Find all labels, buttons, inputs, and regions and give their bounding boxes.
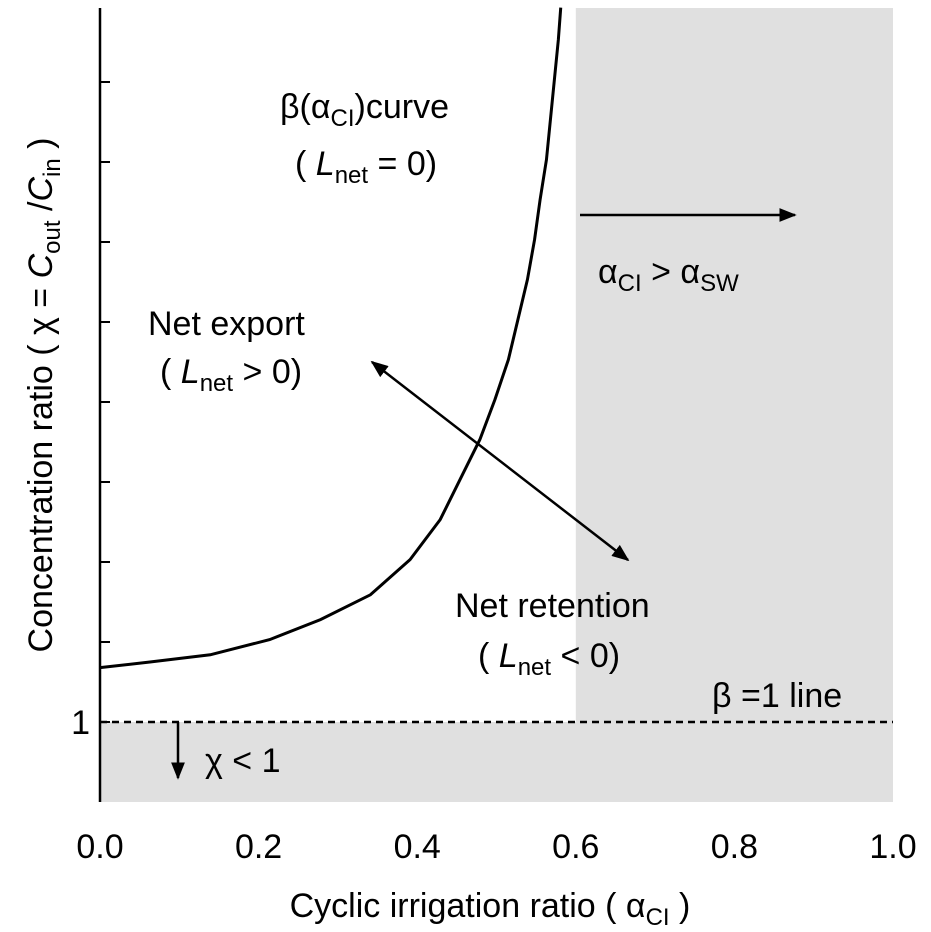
text-segment: χ < 1	[205, 742, 281, 780]
text-segment: β =1 line	[712, 677, 842, 715]
text-segment: CI	[618, 270, 642, 297]
text-segment: C	[22, 253, 60, 278]
annotation: αCI > αSW	[598, 253, 739, 297]
text-segment: L	[316, 145, 335, 183]
text-segment: (	[478, 637, 499, 675]
text-segment: Concentration ratio ( χ =	[22, 278, 60, 652]
text-segment: > α	[642, 253, 700, 291]
axes	[98, 8, 110, 802]
text-segment: < 0)	[551, 637, 620, 675]
text-segment: > 0)	[233, 353, 302, 391]
text-segment: L	[181, 353, 200, 391]
text-segment: L	[499, 637, 518, 675]
text-segment: )	[22, 138, 60, 159]
text-segment: = 0)	[368, 145, 437, 183]
text-segment: Net export	[148, 305, 305, 343]
text-segment: CI	[331, 105, 355, 132]
annotation: Net retention	[455, 587, 650, 625]
text-segment: net	[200, 370, 234, 397]
text-segment: )curve	[355, 88, 449, 126]
shaded-region	[100, 722, 893, 802]
labels: 1 0.0 0.2 0.4 0.6 0.8 1.0 Cyclic irrigation rat…	[22, 88, 917, 931]
x-axis-title: Cyclic irrigation ratio ( αCI )	[290, 887, 691, 931]
y-tick-label: 1	[71, 704, 90, 742]
y-axis-title: Concentration ratio ( χ = Cout /Cin )	[22, 138, 66, 653]
text-segment: C	[22, 177, 60, 202]
arrow	[370, 360, 630, 562]
annotation: ( Lnet > 0)	[160, 353, 302, 397]
x-tick-label: 1.0	[869, 828, 916, 866]
annotation: ( Lnet < 0)	[478, 637, 620, 681]
annotation: Net export	[148, 305, 305, 343]
text-segment: (	[295, 145, 316, 183]
text-segment: in	[39, 158, 66, 177]
x-tick-label: 0.0	[76, 828, 123, 866]
text-segment: out	[39, 220, 66, 254]
arrows	[171, 208, 797, 780]
text-segment: β(α	[280, 88, 331, 126]
x-tick-label: 0.2	[235, 828, 282, 866]
text-segment: α	[598, 253, 618, 291]
text-segment: /	[22, 201, 60, 220]
annotation: β =1 line	[712, 677, 842, 715]
text-segment: net	[518, 654, 552, 681]
annotation: χ < 1	[205, 742, 281, 780]
x-tick-label: 0.4	[394, 828, 441, 866]
x-tick-label: 0.6	[552, 828, 599, 866]
text-segment: (	[160, 353, 181, 391]
text-segment: CI	[646, 904, 670, 931]
text-segment: Net retention	[455, 587, 650, 625]
text-segment: SW	[700, 270, 739, 297]
text-segment: )	[670, 887, 691, 925]
x-tick-label: 0.8	[711, 828, 758, 866]
annotation: β(αCI)curve	[280, 88, 449, 132]
annotation: ( Lnet = 0)	[295, 145, 437, 189]
text-segment: net	[335, 162, 369, 189]
text-segment: Cyclic irrigation ratio ( α	[290, 887, 646, 925]
